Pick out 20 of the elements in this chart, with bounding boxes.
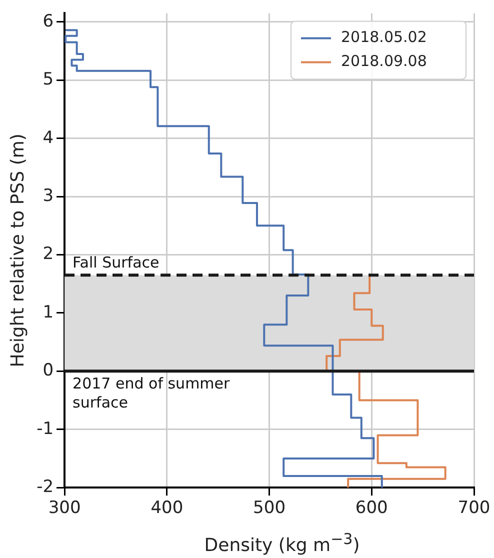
y-tick-label: 4 bbox=[42, 128, 54, 148]
ref-line-label: 2017 end of summer surface bbox=[72, 374, 231, 412]
y-tick-label: 5 bbox=[42, 70, 54, 90]
y-tick-label: 2 bbox=[42, 244, 54, 264]
x-tick-label: 400 bbox=[150, 498, 184, 518]
y-tick-label: 1 bbox=[42, 302, 54, 322]
y-tick-label: -2 bbox=[36, 477, 54, 498]
x-tick-label: 500 bbox=[253, 498, 286, 518]
x-tick-label: 300 bbox=[48, 498, 81, 518]
y-tick-label: 3 bbox=[42, 186, 54, 206]
x-tick-label: 600 bbox=[355, 498, 388, 518]
x-axis-title: Density (kg m$^{−3}$) bbox=[203, 530, 361, 556]
y-axis-title: Height relative to PSS (m) bbox=[7, 134, 28, 368]
ref-line-label: Fall Surface bbox=[72, 254, 160, 272]
legend-label: 2018.09.08 bbox=[341, 52, 427, 70]
legend-label: 2018.05.02 bbox=[341, 28, 427, 46]
x-tick-label: 700 bbox=[458, 498, 490, 518]
y-tick-label: 6 bbox=[42, 11, 54, 32]
y-tick-label: 0 bbox=[42, 360, 54, 381]
y-tick-label: -1 bbox=[36, 418, 54, 439]
